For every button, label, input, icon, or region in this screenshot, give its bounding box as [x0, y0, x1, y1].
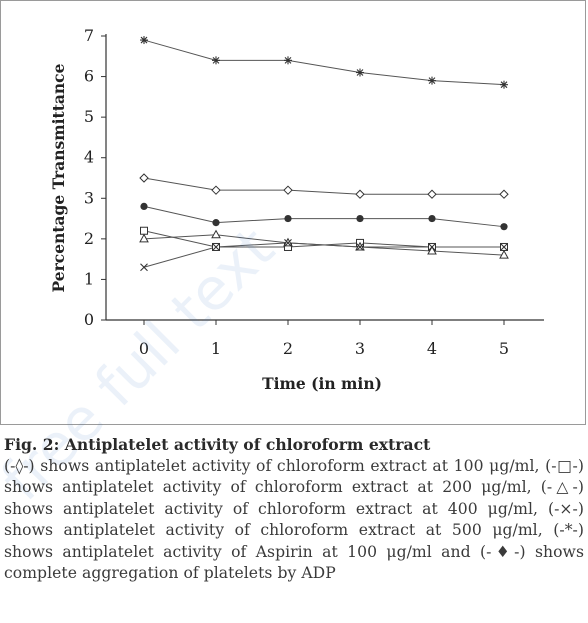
data-point-stroke [428, 243, 436, 251]
data-point-stroke [284, 56, 292, 64]
y-tick-label: 2 [84, 229, 94, 248]
data-point [356, 68, 364, 77]
data-point-stroke [500, 81, 508, 89]
y-tick-label: 4 [84, 148, 94, 167]
y-tick-label: 3 [84, 188, 94, 207]
caption-body: (-◊-) shows antiplatelet activity of chl… [4, 456, 584, 583]
data-point-stroke [428, 77, 436, 85]
chart-frame: 0 1 2 3 4 5 6 7 0 1 2 3 4 5 Time (in min) Percentage Tr… [0, 0, 586, 425]
series-line-2 [143, 177, 504, 195]
data-point [428, 214, 436, 223]
y-tick-label: 5 [84, 107, 94, 126]
data-point [499, 189, 509, 199]
data-point-stroke [356, 69, 364, 76]
data-point [428, 76, 436, 85]
x-tick-label: 4 [427, 339, 437, 358]
data-point-stroke [140, 36, 148, 44]
data-point [283, 185, 293, 195]
data-point [211, 185, 221, 195]
data-point [212, 219, 220, 227]
data-point [140, 36, 148, 45]
data-point [211, 229, 221, 239]
y-tick-label: 1 [84, 269, 94, 288]
data-point [284, 56, 292, 65]
y-tick-label: 0 [84, 310, 94, 329]
data-point [212, 243, 220, 251]
figure-caption: Fig. 2: Antiplatelet activity of chlorof… [4, 434, 584, 585]
data-point [140, 226, 148, 235]
data-point [212, 56, 220, 65]
data-point [427, 245, 437, 255]
series-line-1 [143, 39, 505, 86]
data-point [500, 223, 508, 231]
data-point [284, 239, 292, 247]
data-point [500, 243, 508, 251]
line-chart: 0 1 2 3 4 5 6 7 0 1 2 3 4 5 Time (in min) Percentage Tr… [49, 26, 544, 393]
y-tick-label: 6 [84, 67, 94, 86]
data-point [499, 249, 509, 259]
x-tick-label: 3 [355, 339, 365, 358]
x-tick-label: 1 [211, 339, 221, 358]
series-line-6 [143, 242, 504, 268]
data-point [356, 214, 364, 223]
data-point [356, 243, 364, 251]
data-point-stroke [356, 243, 364, 251]
x-tick-label: 0 [139, 339, 149, 358]
data-point [140, 263, 148, 272]
series-line-3 [143, 205, 505, 228]
data-point [284, 214, 292, 223]
x-tick-label: 2 [283, 339, 293, 358]
data-point-stroke [212, 243, 220, 251]
data-point [139, 233, 149, 243]
data-point [139, 173, 149, 183]
data-point [140, 202, 148, 210]
data-point-stroke [212, 56, 220, 64]
y-axis-label: Percentage Transmittance [49, 63, 68, 292]
x-axis-label: Time (in min) [262, 374, 382, 393]
data-point [428, 243, 436, 251]
data-point [355, 189, 365, 199]
data-point-stroke [500, 243, 508, 251]
data-point [427, 189, 437, 199]
y-tick-label: 7 [84, 26, 94, 45]
x-tick-label: 5 [499, 339, 509, 358]
caption-title: Fig. 2: Antiplatelet activity of chlorof… [4, 435, 431, 454]
data-point-stroke [140, 263, 148, 272]
data-point [500, 80, 508, 89]
data-point-stroke [284, 239, 292, 247]
